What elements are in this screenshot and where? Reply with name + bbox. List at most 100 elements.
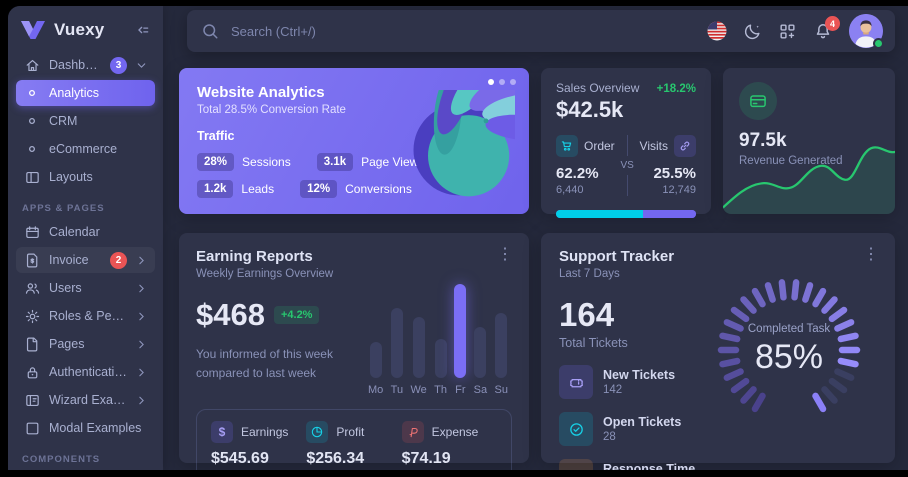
vuexy-logo-icon xyxy=(20,20,46,40)
carousel-dot[interactable] xyxy=(510,79,516,85)
topbar: 4 xyxy=(187,10,895,52)
revenue-value: 97.5k xyxy=(739,130,787,151)
sidebar-item-label: Modal Examples xyxy=(49,421,142,435)
topbar-actions: 4 xyxy=(707,14,884,49)
sidebar-section-components: COMPONENTS xyxy=(22,454,101,465)
order-visits-progress-bar xyxy=(556,210,696,218)
sidebar-item-label: Dashboard xyxy=(49,58,102,72)
sidebar-item-label: Invoice xyxy=(49,253,89,267)
weekly-earnings-amount: $468 xyxy=(196,297,265,333)
chevron-right-icon xyxy=(135,394,148,407)
carousel-dot[interactable] xyxy=(499,79,505,85)
stat-leads: 1.2k Leads xyxy=(197,180,274,198)
card-subtitle: Weekly Earnings Overview xyxy=(196,268,334,280)
user-avatar[interactable] xyxy=(849,14,884,49)
bar-column-th[interactable]: Th xyxy=(434,284,447,396)
card-title: Sales Overview xyxy=(556,81,640,95)
bar-column-mo[interactable]: Mo xyxy=(368,284,383,396)
gear-icon xyxy=(23,308,41,325)
bar-column-fr-highlighted[interactable]: Fr xyxy=(454,284,467,396)
sidebar: Vuexy Dashboard 3 Analytics CRM eCommerc… xyxy=(8,6,163,470)
order-progress-segment xyxy=(556,210,644,218)
circle-bullet-icon xyxy=(23,86,41,100)
bar-column-su[interactable]: Su xyxy=(495,284,508,396)
new-tickets-item: New Tickets 142 xyxy=(559,365,701,399)
sales-overview-card: Sales Overview +18.2% $42.5k Order 62.2%… xyxy=(541,68,711,218)
sidebar-header: Vuexy xyxy=(14,14,157,50)
gauge-center-text: Completed Task 85% xyxy=(747,323,831,377)
card-subtitle: Last 7 Days xyxy=(559,268,620,280)
cart-icon xyxy=(556,135,578,157)
chevron-down-icon xyxy=(135,59,148,72)
notifications-bell-icon[interactable]: 4 xyxy=(813,16,840,41)
chevron-right-icon xyxy=(135,282,148,295)
chevron-right-icon xyxy=(135,254,148,267)
dark-mode-moon-icon[interactable] xyxy=(743,22,762,41)
sidebar-item-label: Roles & Permissions xyxy=(49,309,127,323)
sphere-illustration xyxy=(399,90,515,206)
sidebar-item-layouts[interactable]: Layouts xyxy=(16,164,155,190)
home-icon xyxy=(23,57,41,74)
sidebar-item-dashboard[interactable]: Dashboard 3 xyxy=(16,52,155,78)
sales-delta: +18.2% xyxy=(656,83,696,95)
wizard-icon xyxy=(23,392,41,409)
bar-column-we[interactable]: We xyxy=(410,284,427,396)
sidebar-item-crm[interactable]: CRM xyxy=(16,108,155,134)
more-options-menu[interactable]: ⋮ xyxy=(497,246,513,263)
support-tracker-card: ⋮ Support Tracker Last 7 Days 164 Total … xyxy=(541,233,895,470)
link-icon xyxy=(674,135,696,157)
page-icon xyxy=(23,336,41,353)
sidebar-item-label: Pages xyxy=(49,337,85,351)
sidebar-item-ecommerce[interactable]: eCommerce xyxy=(16,136,155,162)
completed-task-gauge: Completed Task 85% xyxy=(701,248,877,448)
app-title: Vuexy xyxy=(54,20,105,39)
bar-column-tu[interactable]: Tu xyxy=(391,284,403,396)
shortcuts-grid-icon[interactable] xyxy=(778,22,797,41)
expense-summary: Expense $74.19 xyxy=(401,421,497,470)
ticket-icon xyxy=(559,365,593,399)
carousel-dot-active[interactable] xyxy=(488,79,494,85)
sidebar-item-roles-permissions[interactable]: Roles & Permissions xyxy=(16,303,155,329)
sidebar-collapse-icon[interactable] xyxy=(133,21,151,39)
check-circle-icon xyxy=(559,412,593,446)
invoice-icon xyxy=(23,252,41,269)
paypal-icon xyxy=(401,421,424,443)
sales-total: $42.5k xyxy=(556,97,624,122)
earnings-note: You informed of this week compared to la… xyxy=(196,347,333,380)
bar-column-sa[interactable]: Sa xyxy=(474,284,487,396)
sidebar-item-calendar[interactable]: Calendar xyxy=(16,219,155,245)
credit-card-icon xyxy=(739,82,777,120)
sidebar-section-apps-pages: APPS & PAGES xyxy=(22,203,105,214)
sidebar-item-invoice[interactable]: Invoice 2 xyxy=(16,247,155,273)
search-input[interactable] xyxy=(229,22,549,40)
sidebar-item-pages[interactable]: Pages xyxy=(16,331,155,357)
notification-count-badge: 4 xyxy=(825,16,840,31)
chevron-right-icon xyxy=(135,310,148,323)
clock-icon xyxy=(559,459,593,470)
search-bar xyxy=(201,22,707,40)
language-flag-icon[interactable] xyxy=(707,21,727,41)
open-tickets-item: Open Tickets 28 xyxy=(559,412,701,446)
sidebar-item-label: Calendar xyxy=(49,225,100,239)
earnings-summary: $ Earnings $545.69 xyxy=(211,421,306,470)
chevron-right-icon xyxy=(135,366,148,379)
sidebar-item-label: Wizard Examples xyxy=(49,393,127,407)
chevron-right-icon xyxy=(135,338,148,351)
online-status-dot xyxy=(873,38,884,49)
sidebar-item-users[interactable]: Users xyxy=(16,275,155,301)
calendar-icon xyxy=(23,224,41,241)
more-options-menu[interactable]: ⋮ xyxy=(863,246,879,263)
earnings-delta-badge: +4.2% xyxy=(273,306,320,325)
weekly-earnings-bar-chart: Mo Tu We Th Fr Sa Su xyxy=(346,284,512,396)
dollar-icon: $ xyxy=(211,421,233,443)
sidebar-item-authentications[interactable]: Authentications xyxy=(16,359,155,385)
stat-sessions: 28% Sessions xyxy=(197,153,291,171)
earning-reports-card: ⋮ Earning Reports Weekly Earnings Overvi… xyxy=(179,233,529,470)
website-analytics-card: Website Analytics Total 28.5% Conversion… xyxy=(179,68,529,214)
sidebar-item-modal-examples[interactable]: Modal Examples xyxy=(16,415,155,441)
sidebar-item-wizard-examples[interactable]: Wizard Examples xyxy=(16,387,155,413)
card-title: Earning Reports xyxy=(196,248,313,265)
modal-icon xyxy=(23,420,41,437)
sidebar-item-label: Layouts xyxy=(49,170,93,184)
sidebar-item-analytics[interactable]: Analytics xyxy=(16,80,155,106)
